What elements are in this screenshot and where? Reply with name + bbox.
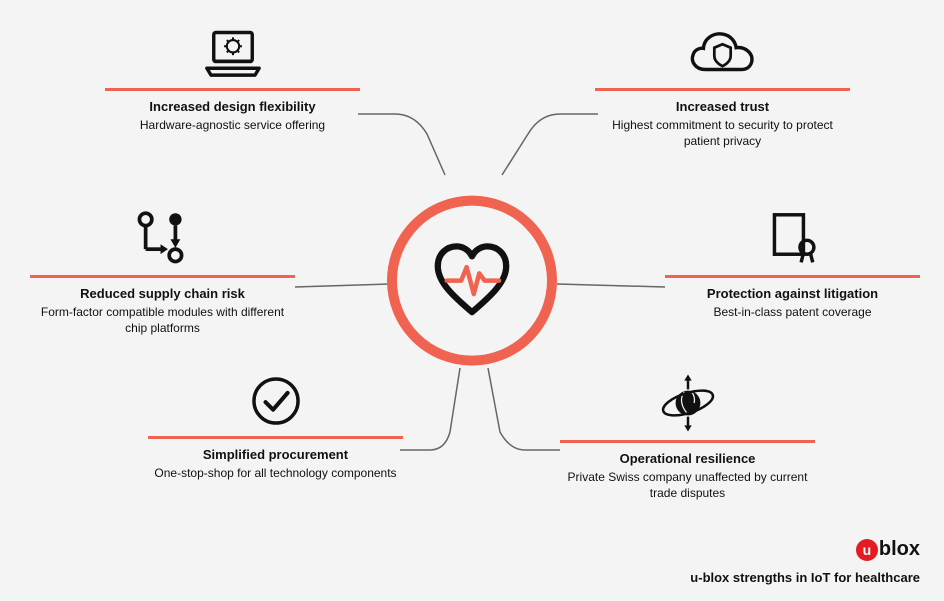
item-title: Reduced supply chain risk (30, 286, 295, 303)
divider (595, 88, 850, 91)
checkmark-circle-icon (247, 372, 305, 430)
cloud-shield-icon (685, 27, 760, 82)
item-procurement: Simplified procurement One-stop-shop for… (148, 372, 403, 481)
item-design-flexibility: Increased design flexibility Hardware-ag… (105, 27, 360, 133)
item-title: Protection against litigation (665, 286, 920, 303)
item-desc: Best-in-class patent coverage (665, 304, 920, 320)
item-desc: Hardware-agnostic service offering (105, 117, 360, 133)
item-title: Increased trust (595, 99, 850, 116)
item-title: Increased design flexibility (105, 99, 360, 116)
caption: u-blox strengths in IoT for healthcare (690, 570, 920, 585)
center-hub (387, 195, 557, 365)
flow-arrows-icon (132, 207, 194, 269)
item-resilience: Operational resilience Private Swiss com… (560, 372, 815, 501)
item-desc: Private Swiss company unaffected by curr… (560, 469, 815, 501)
item-title: Simplified procurement (148, 447, 403, 464)
logo-dot: u (856, 539, 878, 561)
item-title: Operational resilience (560, 451, 815, 468)
item-supply-chain: Reduced supply chain risk Form-factor co… (30, 207, 295, 336)
item-desc: One-stop-shop for all technology compone… (148, 465, 403, 481)
certificate-icon (764, 207, 822, 269)
heart-pulse-icon (427, 235, 517, 325)
divider (148, 436, 403, 439)
laptop-gear-icon (198, 27, 268, 82)
brand-logo: ublox (856, 538, 920, 561)
item-desc: Form-factor compatible modules with diff… (30, 304, 295, 336)
center-ring (387, 195, 557, 365)
globe-orbit-icon (657, 372, 719, 434)
divider (105, 88, 360, 91)
item-desc: Highest commitment to security to protec… (595, 117, 850, 149)
item-litigation: Protection against litigation Best-in-cl… (665, 207, 920, 320)
divider (560, 440, 815, 443)
divider (665, 275, 920, 278)
logo-text: blox (879, 538, 920, 561)
divider (30, 275, 295, 278)
item-trust: Increased trust Highest commitment to se… (595, 27, 850, 149)
